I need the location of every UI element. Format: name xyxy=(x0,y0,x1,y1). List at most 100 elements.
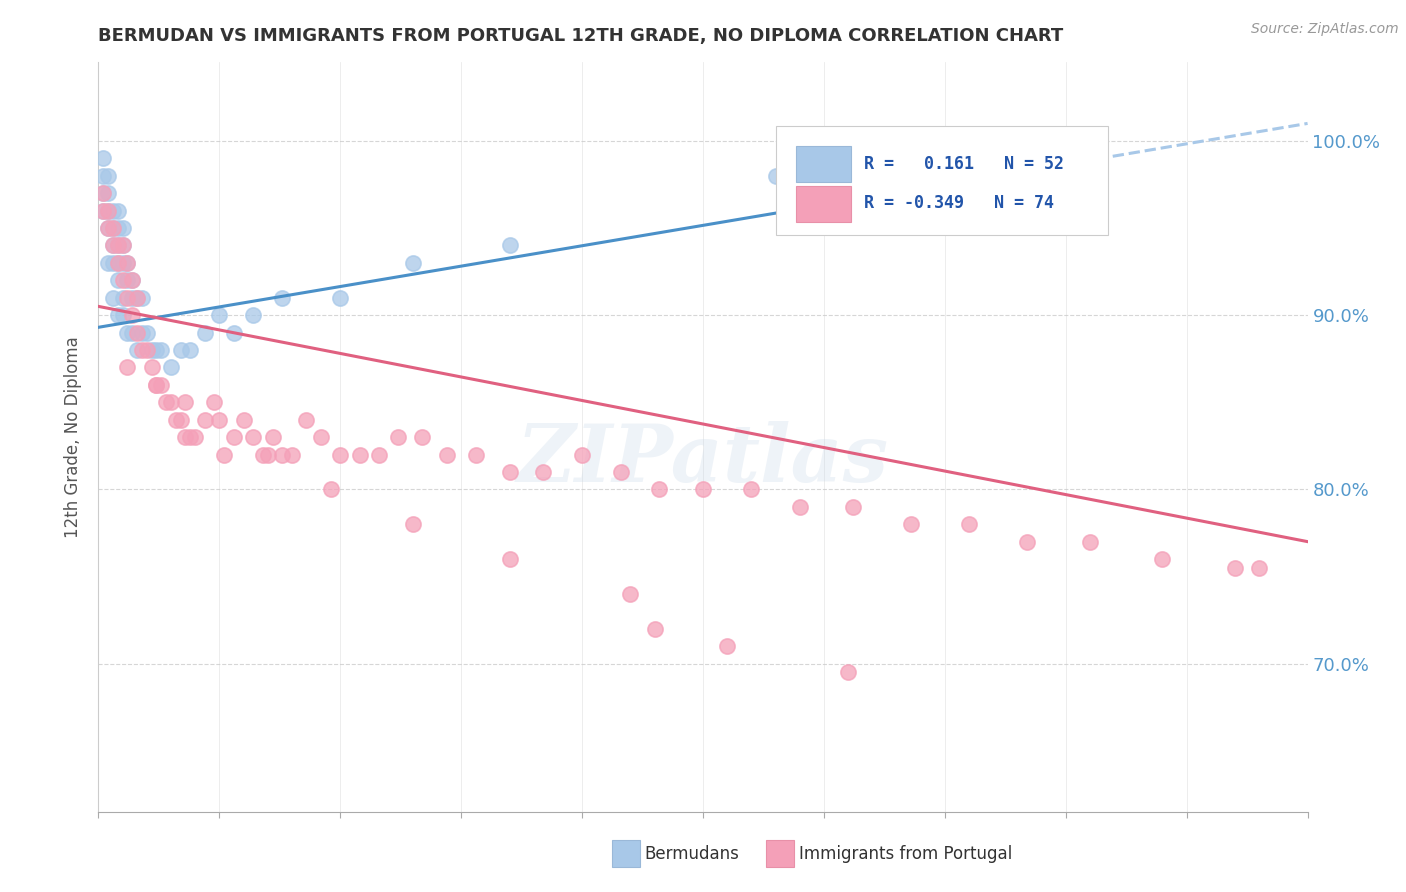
Point xyxy=(842,500,865,514)
Point xyxy=(107,308,129,322)
Point xyxy=(111,291,134,305)
Point xyxy=(498,238,520,252)
Point xyxy=(498,465,520,479)
Point xyxy=(498,552,520,566)
Point xyxy=(97,221,120,235)
Point xyxy=(222,326,245,340)
Point xyxy=(101,291,124,305)
Point xyxy=(1015,534,1038,549)
Text: R = -0.349   N = 74: R = -0.349 N = 74 xyxy=(863,194,1054,212)
Point xyxy=(127,326,149,340)
Point xyxy=(131,343,153,357)
Point xyxy=(531,465,554,479)
Point xyxy=(256,448,278,462)
Point xyxy=(208,308,231,322)
Point xyxy=(111,273,134,287)
Point xyxy=(212,448,235,462)
Point xyxy=(111,256,134,270)
Point xyxy=(295,412,318,426)
Point xyxy=(107,203,129,218)
Point xyxy=(208,412,231,426)
Point xyxy=(1078,534,1101,549)
Point xyxy=(97,256,120,270)
Point xyxy=(97,203,120,218)
Point xyxy=(121,308,143,322)
Point xyxy=(135,343,157,357)
Point xyxy=(117,326,139,340)
Point xyxy=(101,203,124,218)
Point xyxy=(111,221,134,235)
Point xyxy=(174,395,197,409)
Point xyxy=(716,639,738,653)
Point xyxy=(150,343,173,357)
Point xyxy=(1223,561,1246,575)
Point xyxy=(117,360,139,375)
Point xyxy=(145,343,167,357)
Point xyxy=(91,151,114,165)
Point xyxy=(131,291,153,305)
Point xyxy=(150,377,173,392)
Point xyxy=(837,665,859,680)
FancyBboxPatch shape xyxy=(776,126,1108,235)
Point xyxy=(368,448,391,462)
Point xyxy=(222,430,245,444)
Point xyxy=(648,483,671,497)
Point xyxy=(107,256,129,270)
Point xyxy=(789,500,811,514)
Point xyxy=(91,186,114,201)
Point xyxy=(127,343,149,357)
Point xyxy=(242,308,264,322)
Point xyxy=(91,203,114,218)
Point xyxy=(117,256,139,270)
Point xyxy=(135,326,157,340)
Point xyxy=(1249,561,1271,575)
Point xyxy=(101,221,124,235)
Point xyxy=(97,186,120,201)
Point xyxy=(91,203,114,218)
FancyBboxPatch shape xyxy=(796,146,851,182)
Point xyxy=(436,448,458,462)
Point xyxy=(155,395,177,409)
Text: BERMUDAN VS IMMIGRANTS FROM PORTUGAL 12TH GRADE, NO DIPLOMA CORRELATION CHART: BERMUDAN VS IMMIGRANTS FROM PORTUGAL 12T… xyxy=(98,27,1064,45)
Point xyxy=(117,273,139,287)
Point xyxy=(329,448,352,462)
Point xyxy=(232,412,254,426)
Point xyxy=(411,430,433,444)
Point xyxy=(160,360,183,375)
Point xyxy=(141,343,163,357)
Y-axis label: 12th Grade, No Diploma: 12th Grade, No Diploma xyxy=(65,336,83,538)
Point xyxy=(900,517,922,532)
Point xyxy=(957,517,980,532)
Point xyxy=(145,377,167,392)
Point xyxy=(107,238,129,252)
Point xyxy=(145,377,167,392)
Point xyxy=(101,238,124,252)
Point xyxy=(91,169,114,183)
Point xyxy=(117,256,139,270)
Text: Immigrants from Portugal: Immigrants from Portugal xyxy=(799,845,1012,863)
Point xyxy=(329,291,352,305)
Point xyxy=(107,238,129,252)
Text: R =   0.161   N = 52: R = 0.161 N = 52 xyxy=(863,154,1064,172)
Point xyxy=(179,343,201,357)
Text: Bermudans: Bermudans xyxy=(644,845,738,863)
Point xyxy=(204,395,226,409)
Point xyxy=(252,448,274,462)
Point xyxy=(117,291,139,305)
Point xyxy=(1152,552,1174,566)
Point xyxy=(619,587,641,601)
Point xyxy=(91,186,114,201)
Point xyxy=(271,291,294,305)
Text: ZIPatlas: ZIPatlas xyxy=(517,421,889,499)
Point xyxy=(97,221,120,235)
Point xyxy=(121,273,143,287)
Point xyxy=(262,430,284,444)
Point xyxy=(610,465,633,479)
Point xyxy=(111,308,134,322)
Point xyxy=(174,430,197,444)
Point xyxy=(765,169,787,183)
Point xyxy=(165,412,187,426)
Point xyxy=(644,622,666,636)
Point xyxy=(160,395,183,409)
Point xyxy=(464,448,486,462)
